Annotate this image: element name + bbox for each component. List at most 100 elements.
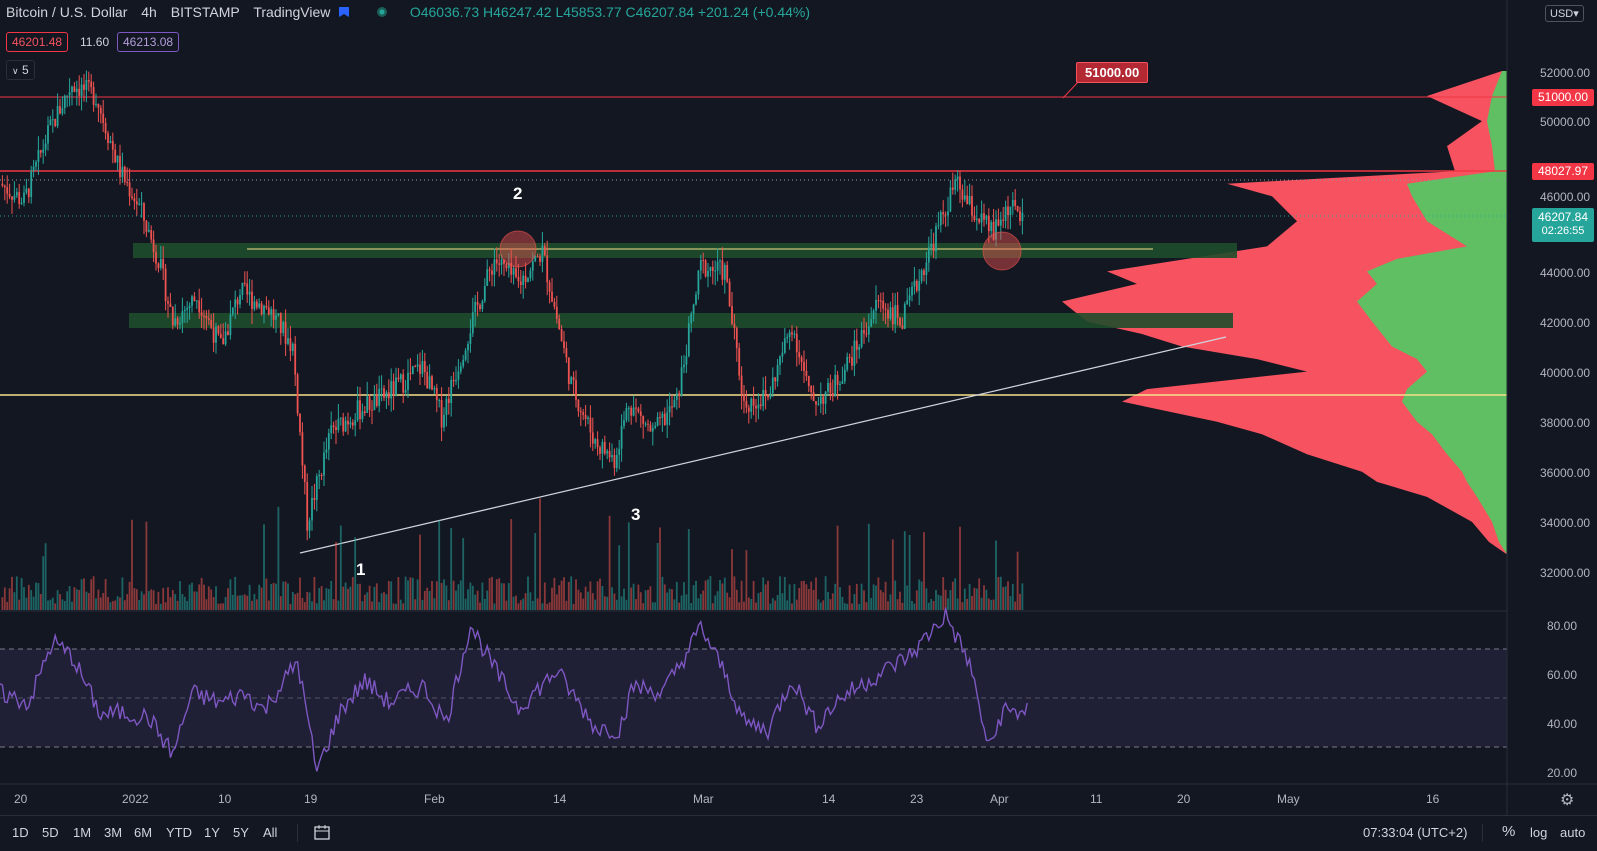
candle-body <box>248 291 251 295</box>
price-tick-50000: 50000.00 <box>1540 115 1591 129</box>
rsi-line <box>0 607 1028 772</box>
volume-bar <box>786 600 789 610</box>
candle-body <box>891 307 894 325</box>
date-range-icon[interactable] <box>313 823 331 844</box>
candle-body <box>308 520 311 531</box>
volume-bar <box>159 603 162 610</box>
candle-body <box>930 243 933 248</box>
price-tag-high[interactable]: 48027.97 <box>1532 163 1594 180</box>
candle-body <box>834 374 837 397</box>
volume-bar <box>678 602 681 610</box>
volume-bar <box>515 595 517 610</box>
candle-body <box>97 103 100 108</box>
volume-bar <box>839 587 841 610</box>
candle-body <box>203 315 205 317</box>
volume-bar <box>15 576 18 610</box>
candle-body <box>752 398 755 406</box>
candle-body <box>447 398 450 403</box>
volume-bar <box>308 592 311 610</box>
candle-body <box>894 305 897 325</box>
volume-bar <box>711 603 714 610</box>
volume-bar <box>951 581 954 610</box>
price-tag-last[interactable]: 46207.84 02:26:55 <box>1532 208 1594 242</box>
volume-bar <box>841 596 844 610</box>
timeframe-3m[interactable]: 3M <box>104 825 123 840</box>
volume-bar <box>455 590 457 610</box>
candle-body <box>812 392 815 402</box>
volume-bar <box>935 589 937 610</box>
volume-bar <box>771 598 774 610</box>
candle-body <box>227 331 229 336</box>
resistance-annotation-label[interactable]: 51000.00 <box>1076 62 1149 83</box>
candle-body <box>71 86 73 93</box>
price-tag-resistance[interactable]: 51000.00 <box>1532 89 1594 106</box>
time-tick: 16 <box>1426 792 1440 806</box>
candle-body <box>383 388 385 398</box>
candle-body <box>39 150 42 153</box>
timeframe-1y[interactable]: 1Y <box>204 825 220 840</box>
volume-bar <box>435 581 438 610</box>
candle-body <box>644 423 647 425</box>
volume-bar <box>649 586 652 610</box>
volume-bar <box>474 594 477 610</box>
timeframe-5y[interactable]: 5Y <box>233 825 249 840</box>
candle-body <box>474 302 477 313</box>
symbol-name[interactable]: Bitcoin / U.S. Dollar <box>6 4 128 20</box>
timeframe-6m[interactable]: 6M <box>134 825 153 840</box>
volume-bar <box>510 519 513 610</box>
timeframe-all[interactable]: All <box>263 825 278 840</box>
bookmark-flag-icon[interactable] <box>338 5 350 17</box>
ask-price[interactable]: 46213.08 <box>117 32 180 52</box>
volume-bar <box>812 589 815 610</box>
settings-gear-icon[interactable]: ⚙ <box>1560 792 1575 809</box>
candle-body <box>435 387 438 401</box>
timeframe-ytd[interactable]: YTD <box>166 825 192 840</box>
candle-body <box>479 304 481 310</box>
clock-timezone[interactable]: 07:33:04 (UTC+2) <box>1363 825 1468 840</box>
volume-bar <box>536 598 539 610</box>
indicator-count: 5 <box>21 63 29 77</box>
volume-bar <box>805 584 808 610</box>
wave-label-1[interactable]: 1 <box>356 560 366 579</box>
log-scale-toggle[interactable]: log <box>1530 825 1548 840</box>
candle-body <box>363 411 366 413</box>
volume-bar <box>395 603 397 610</box>
candle-body <box>567 357 570 385</box>
candle-body <box>786 336 789 339</box>
volume-bar <box>524 593 527 610</box>
candle-body <box>805 370 808 377</box>
volume-bar <box>51 597 54 610</box>
interval[interactable]: 4h <box>141 4 157 20</box>
market-status-icon[interactable] <box>376 5 388 17</box>
bid-price[interactable]: 46201.48 <box>6 32 69 52</box>
currency-selector[interactable]: USD▾ <box>1545 5 1584 22</box>
candle-body <box>531 261 534 271</box>
volume-bar <box>421 599 424 610</box>
candle-body <box>728 281 731 307</box>
indicator-toggle[interactable]: ∨ 5 <box>6 60 35 80</box>
percent-scale-toggle[interactable]: % <box>1502 823 1516 840</box>
timeframe-5d[interactable]: 5D <box>42 825 59 840</box>
candle-body <box>234 299 237 308</box>
candle-body <box>99 107 102 114</box>
volume-bar <box>668 588 671 610</box>
wave-label-2[interactable]: 2 <box>513 184 523 203</box>
volume-bar <box>416 579 419 610</box>
timeframe-1m[interactable]: 1M <box>73 825 92 840</box>
wave-label-3[interactable]: 3 <box>631 505 641 524</box>
time-tick: 23 <box>910 792 924 806</box>
volume-bar <box>361 601 364 610</box>
volume-bar <box>128 581 131 610</box>
candle-body <box>747 407 750 412</box>
volume-bar <box>923 532 925 610</box>
volume-bar <box>59 594 61 610</box>
candle-body <box>632 407 635 416</box>
volume-bar <box>620 596 623 610</box>
volume-bar <box>654 602 657 610</box>
volume-bar <box>671 589 673 610</box>
auto-scale-toggle[interactable]: auto <box>1560 825 1586 840</box>
volume-bar <box>973 587 976 610</box>
volume-bar <box>831 593 834 610</box>
timeframe-1d[interactable]: 1D <box>12 825 29 840</box>
